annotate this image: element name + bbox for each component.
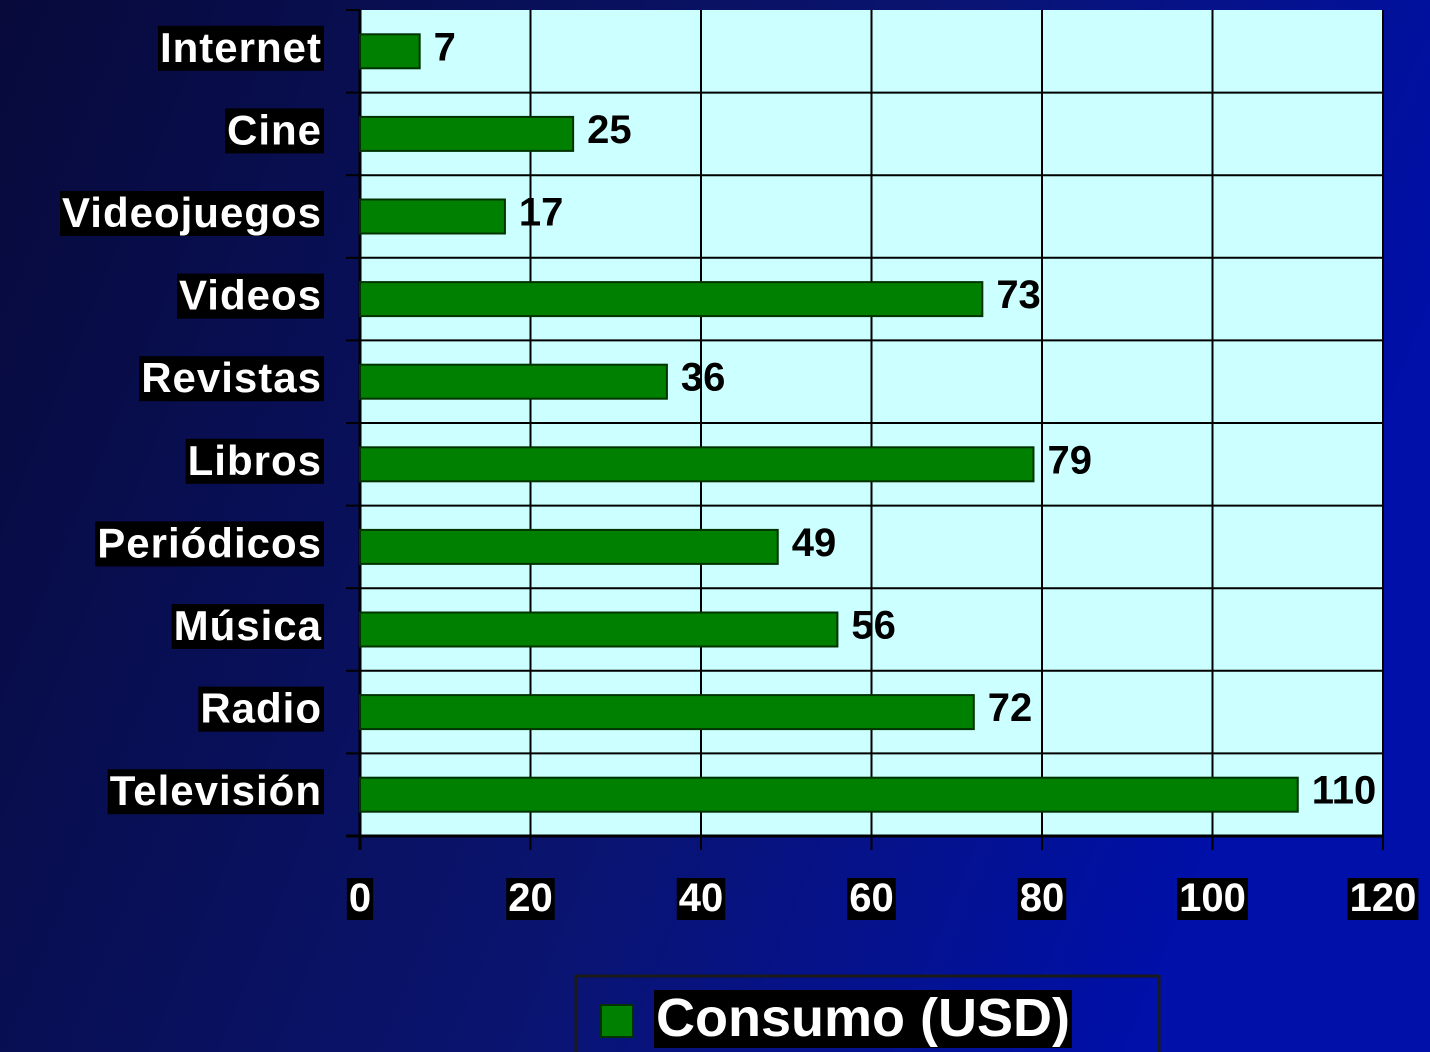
value-label: 25 xyxy=(587,108,632,152)
y-tick-label: Cine xyxy=(227,106,322,153)
x-tick-label: 120 xyxy=(1350,876,1417,920)
x-tick-label: 100 xyxy=(1179,876,1246,920)
value-label: 110 xyxy=(1312,769,1377,813)
bar xyxy=(359,198,506,235)
y-tick-label: Videojuegos xyxy=(62,189,322,236)
label-background xyxy=(185,438,324,484)
bar xyxy=(359,281,984,318)
label-background xyxy=(60,191,324,236)
bar xyxy=(359,363,668,400)
legend-box xyxy=(574,974,1161,1052)
bar xyxy=(359,694,975,731)
bar xyxy=(359,446,1035,483)
y-tick-label: Periódicos xyxy=(97,519,322,566)
y-tick-label: Internet xyxy=(160,24,322,71)
x-tick-label: 40 xyxy=(679,876,724,920)
label-background xyxy=(1347,878,1419,920)
label-background xyxy=(139,356,324,402)
label-background xyxy=(676,878,726,920)
y-tick-label: Libros xyxy=(188,437,322,484)
label-background xyxy=(346,878,374,920)
label-background xyxy=(171,604,324,649)
y-tick-label: Revistas xyxy=(141,354,322,401)
x-tick-label: 0 xyxy=(349,876,371,920)
legend-swatch xyxy=(600,1004,634,1038)
label-background xyxy=(506,878,555,920)
value-label: 36 xyxy=(681,356,726,400)
value-label: 73 xyxy=(996,273,1040,317)
bar xyxy=(359,611,839,648)
bar xyxy=(359,528,779,565)
value-label: 7 xyxy=(434,25,456,69)
label-background xyxy=(157,25,324,71)
label-background xyxy=(107,769,324,815)
bar xyxy=(359,115,575,152)
y-tick-label: Televisión xyxy=(110,767,322,814)
label-background xyxy=(177,273,324,319)
label-background xyxy=(847,878,896,920)
x-tick-label: 80 xyxy=(1020,876,1065,920)
y-tick-label: Música xyxy=(174,602,322,649)
x-tick-label: 60 xyxy=(849,876,894,920)
value-label: 72 xyxy=(988,686,1033,730)
x-tick-label: 20 xyxy=(508,876,553,920)
bar xyxy=(359,776,1299,813)
label-background xyxy=(1017,878,1067,920)
label-background xyxy=(654,990,1072,1048)
value-label: 49 xyxy=(792,521,837,565)
label-background xyxy=(1177,878,1248,920)
label-background xyxy=(95,521,324,567)
value-label: 17 xyxy=(519,191,564,235)
y-tick-label: Videos xyxy=(179,272,322,319)
value-label: 79 xyxy=(1047,438,1092,482)
bar xyxy=(359,33,421,70)
legend-label: Consumo (USD) xyxy=(656,988,1070,1048)
label-background xyxy=(224,108,324,154)
y-tick-label: Radio xyxy=(200,685,322,732)
label-background xyxy=(198,686,324,732)
value-label: 56 xyxy=(851,604,896,648)
